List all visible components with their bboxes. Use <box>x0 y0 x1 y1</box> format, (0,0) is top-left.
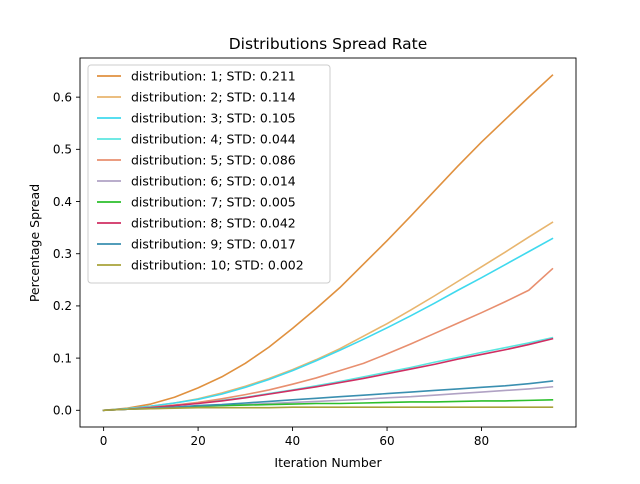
series-line-9 <box>102 380 554 412</box>
x-axis-label: Iteration Number <box>274 455 382 470</box>
series-line-3 <box>102 237 554 412</box>
x-tick-label: 60 <box>379 434 394 448</box>
x-tick-label: 80 <box>474 434 489 448</box>
y-tick-label: 0.6 <box>53 90 72 104</box>
y-tick-label: 0.2 <box>53 299 72 313</box>
y-tick-label: 0.3 <box>53 247 72 261</box>
legend-label-1: distribution: 1; STD: 0.211 <box>131 69 296 84</box>
y-tick-label: 0.0 <box>53 404 72 418</box>
legend-label-2: distribution: 2; STD: 0.114 <box>131 90 296 105</box>
legend-label-5: distribution: 5; STD: 0.086 <box>131 153 296 168</box>
chart-title: Distributions Spread Rate <box>229 35 427 53</box>
y-tick-label: 0.4 <box>53 195 72 209</box>
legend-label-6: distribution: 6; STD: 0.014 <box>131 174 296 189</box>
legend-label-4: distribution: 4; STD: 0.044 <box>131 132 296 147</box>
y-axis-label: Percentage Spread <box>27 184 42 302</box>
x-tick-label: 0 <box>100 434 108 448</box>
legend-label-8: distribution: 8; STD: 0.042 <box>131 216 296 231</box>
x-tick-label: 40 <box>285 434 300 448</box>
legend-label-7: distribution: 7; STD: 0.005 <box>131 195 296 210</box>
legend-box <box>87 64 331 284</box>
series-line-10 <box>102 406 554 412</box>
legend-label-9: distribution: 9; STD: 0.017 <box>131 237 296 252</box>
legend-label-3: distribution: 3; STD: 0.105 <box>131 111 296 126</box>
plot-area: 0 20 40 60 80 0.0 0.1 0.2 0.3 0.4 0.5 0.6 <box>53 57 577 448</box>
plot-frame <box>79 57 577 428</box>
x-tick-label: 20 <box>190 434 205 448</box>
legend: distribution: 1; STD: 0.211 distribution:… <box>87 64 331 284</box>
series-line-1 <box>102 74 554 412</box>
series-line-8 <box>102 337 554 412</box>
y-tick-label: 0.5 <box>53 143 72 157</box>
legend-label-10: distribution: 10; STD: 0.002 <box>131 258 304 273</box>
y-tick-label: 0.1 <box>53 351 72 365</box>
